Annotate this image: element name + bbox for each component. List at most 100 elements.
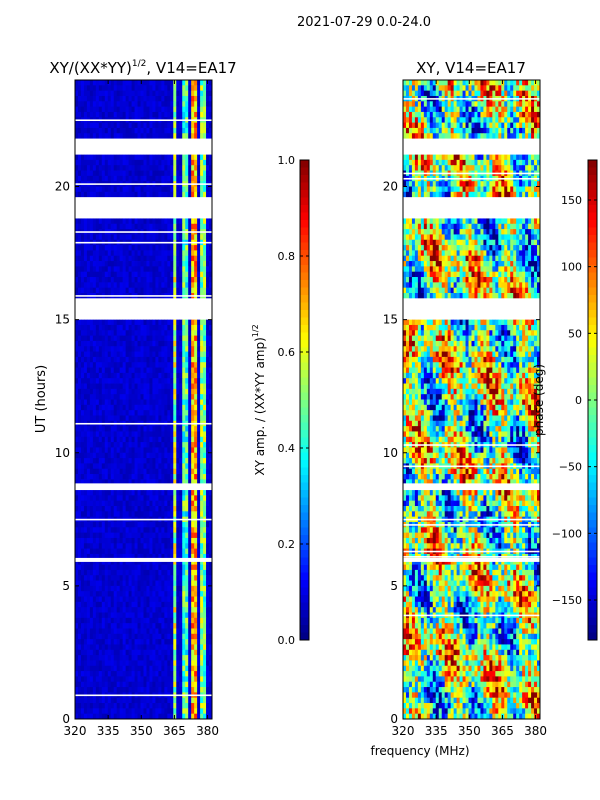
heatmap-cell: [107, 463, 112, 470]
heatmap-cell: [176, 442, 180, 448]
heatmap-cell: [170, 665, 174, 672]
heatmap-cell: [119, 660, 124, 667]
heatmap-cell: [164, 458, 168, 464]
heatmap-cell: [173, 351, 177, 358]
heatmap-cell: [98, 468, 103, 475]
heatmap-cell: [176, 186, 180, 193]
heatmap-cell: [179, 623, 183, 629]
heatmap-cell: [122, 277, 127, 283]
heatmap-cell: [176, 703, 180, 709]
heatmap-cell: [158, 324, 162, 331]
heatmap-cell: [200, 521, 204, 528]
heatmap-cell: [176, 122, 180, 129]
heatmap-cell: [164, 223, 168, 230]
heatmap-cell: [75, 223, 79, 230]
heatmap-cell: [89, 585, 94, 592]
heatmap-cell: [137, 468, 141, 475]
heatmap-cell: [110, 639, 115, 645]
heatmap-cell: [203, 479, 207, 486]
heatmap-cell: [203, 383, 207, 390]
heatmap-cell: [113, 410, 118, 416]
heatmap-cell: [77, 639, 82, 645]
heatmap-cell: [182, 159, 186, 166]
heatmap-cell: [86, 261, 91, 267]
heatmap-cell: [113, 266, 118, 273]
heatmap-cell: [137, 383, 141, 390]
heatmap-cell: [170, 101, 174, 108]
heatmap-cell: [197, 452, 201, 459]
heatmap-cell: [89, 234, 94, 241]
heatmap-cell: [167, 95, 171, 102]
heatmap-cell: [116, 111, 121, 118]
heatmap-cell: [197, 266, 201, 273]
heatmap-cell: [143, 170, 147, 177]
heatmap-cell: [203, 154, 207, 161]
heatmap-cell: [149, 394, 153, 400]
heatmap-cell: [185, 495, 189, 502]
heatmap-cell: [134, 415, 138, 422]
heatmap-cell: [209, 346, 213, 352]
heatmap-cell: [209, 218, 213, 225]
heatmap-cell: [101, 223, 106, 230]
heatmap-cell: [98, 559, 103, 565]
heatmap-cell: [164, 543, 168, 550]
heatmap-cell: [101, 165, 106, 171]
heatmap-cell: [194, 633, 198, 640]
heatmap-cell: [149, 537, 153, 544]
heatmap-cell: [203, 234, 207, 241]
heatmap-cell: [176, 543, 180, 550]
heatmap-cell: [89, 537, 94, 544]
heatmap-cell: [209, 585, 213, 592]
heatmap-cell: [164, 687, 168, 693]
heatmap-cell: [137, 633, 141, 640]
heatmap-cell: [176, 575, 180, 581]
heatmap-cell: [89, 330, 94, 336]
heatmap-cell: [191, 548, 195, 555]
heatmap-cell: [128, 511, 132, 518]
heatmap-cell: [152, 378, 156, 384]
heatmap-cell: [125, 436, 130, 443]
heatmap-cell: [200, 681, 204, 688]
heatmap-cell: [200, 660, 204, 667]
heatmap-cell: [164, 479, 168, 486]
heatmap-cell: [95, 277, 100, 283]
heatmap-cell: [188, 569, 192, 576]
heatmap-cell: [167, 346, 171, 352]
heatmap-cell: [113, 623, 118, 629]
heatmap-cell: [149, 356, 153, 363]
heatmap-cell: [164, 191, 168, 198]
heatmap-cell: [122, 639, 127, 645]
heatmap-cell: [155, 170, 159, 177]
heatmap-cell: [125, 553, 130, 560]
heatmap-cell: [209, 223, 213, 230]
heatmap-cell: [110, 447, 115, 454]
heatmap-cell: [176, 447, 180, 454]
heatmap-cell: [77, 697, 82, 704]
heatmap-cell: [119, 282, 124, 289]
heatmap-cell: [167, 266, 171, 273]
heatmap-cell: [200, 532, 204, 539]
heatmap-cell: [191, 671, 195, 677]
heatmap-cell: [152, 367, 156, 374]
heatmap-cell: [143, 671, 147, 677]
heatmap-cell: [128, 367, 132, 374]
heatmap-cell: [125, 447, 130, 454]
heatmap-cell: [75, 346, 79, 352]
heatmap-cell: [92, 676, 97, 683]
heatmap-cell: [173, 101, 177, 108]
heatmap-cell: [77, 569, 82, 576]
heatmap-cell: [173, 506, 177, 512]
heatmap-cell: [134, 106, 138, 113]
heatmap-cell: [107, 346, 112, 352]
heatmap-cell: [77, 101, 82, 108]
heatmap-cell: [191, 607, 195, 613]
heatmap-cell: [149, 708, 153, 715]
heatmap-cell: [143, 601, 147, 608]
heatmap-cell: [152, 133, 156, 139]
heatmap-cell: [203, 703, 207, 709]
heatmap-cell: [158, 154, 162, 161]
heatmap-cell: [119, 191, 124, 198]
heatmap-cell: [161, 474, 165, 480]
heatmap-cell: [107, 442, 112, 448]
heatmap-cell: [170, 165, 174, 171]
